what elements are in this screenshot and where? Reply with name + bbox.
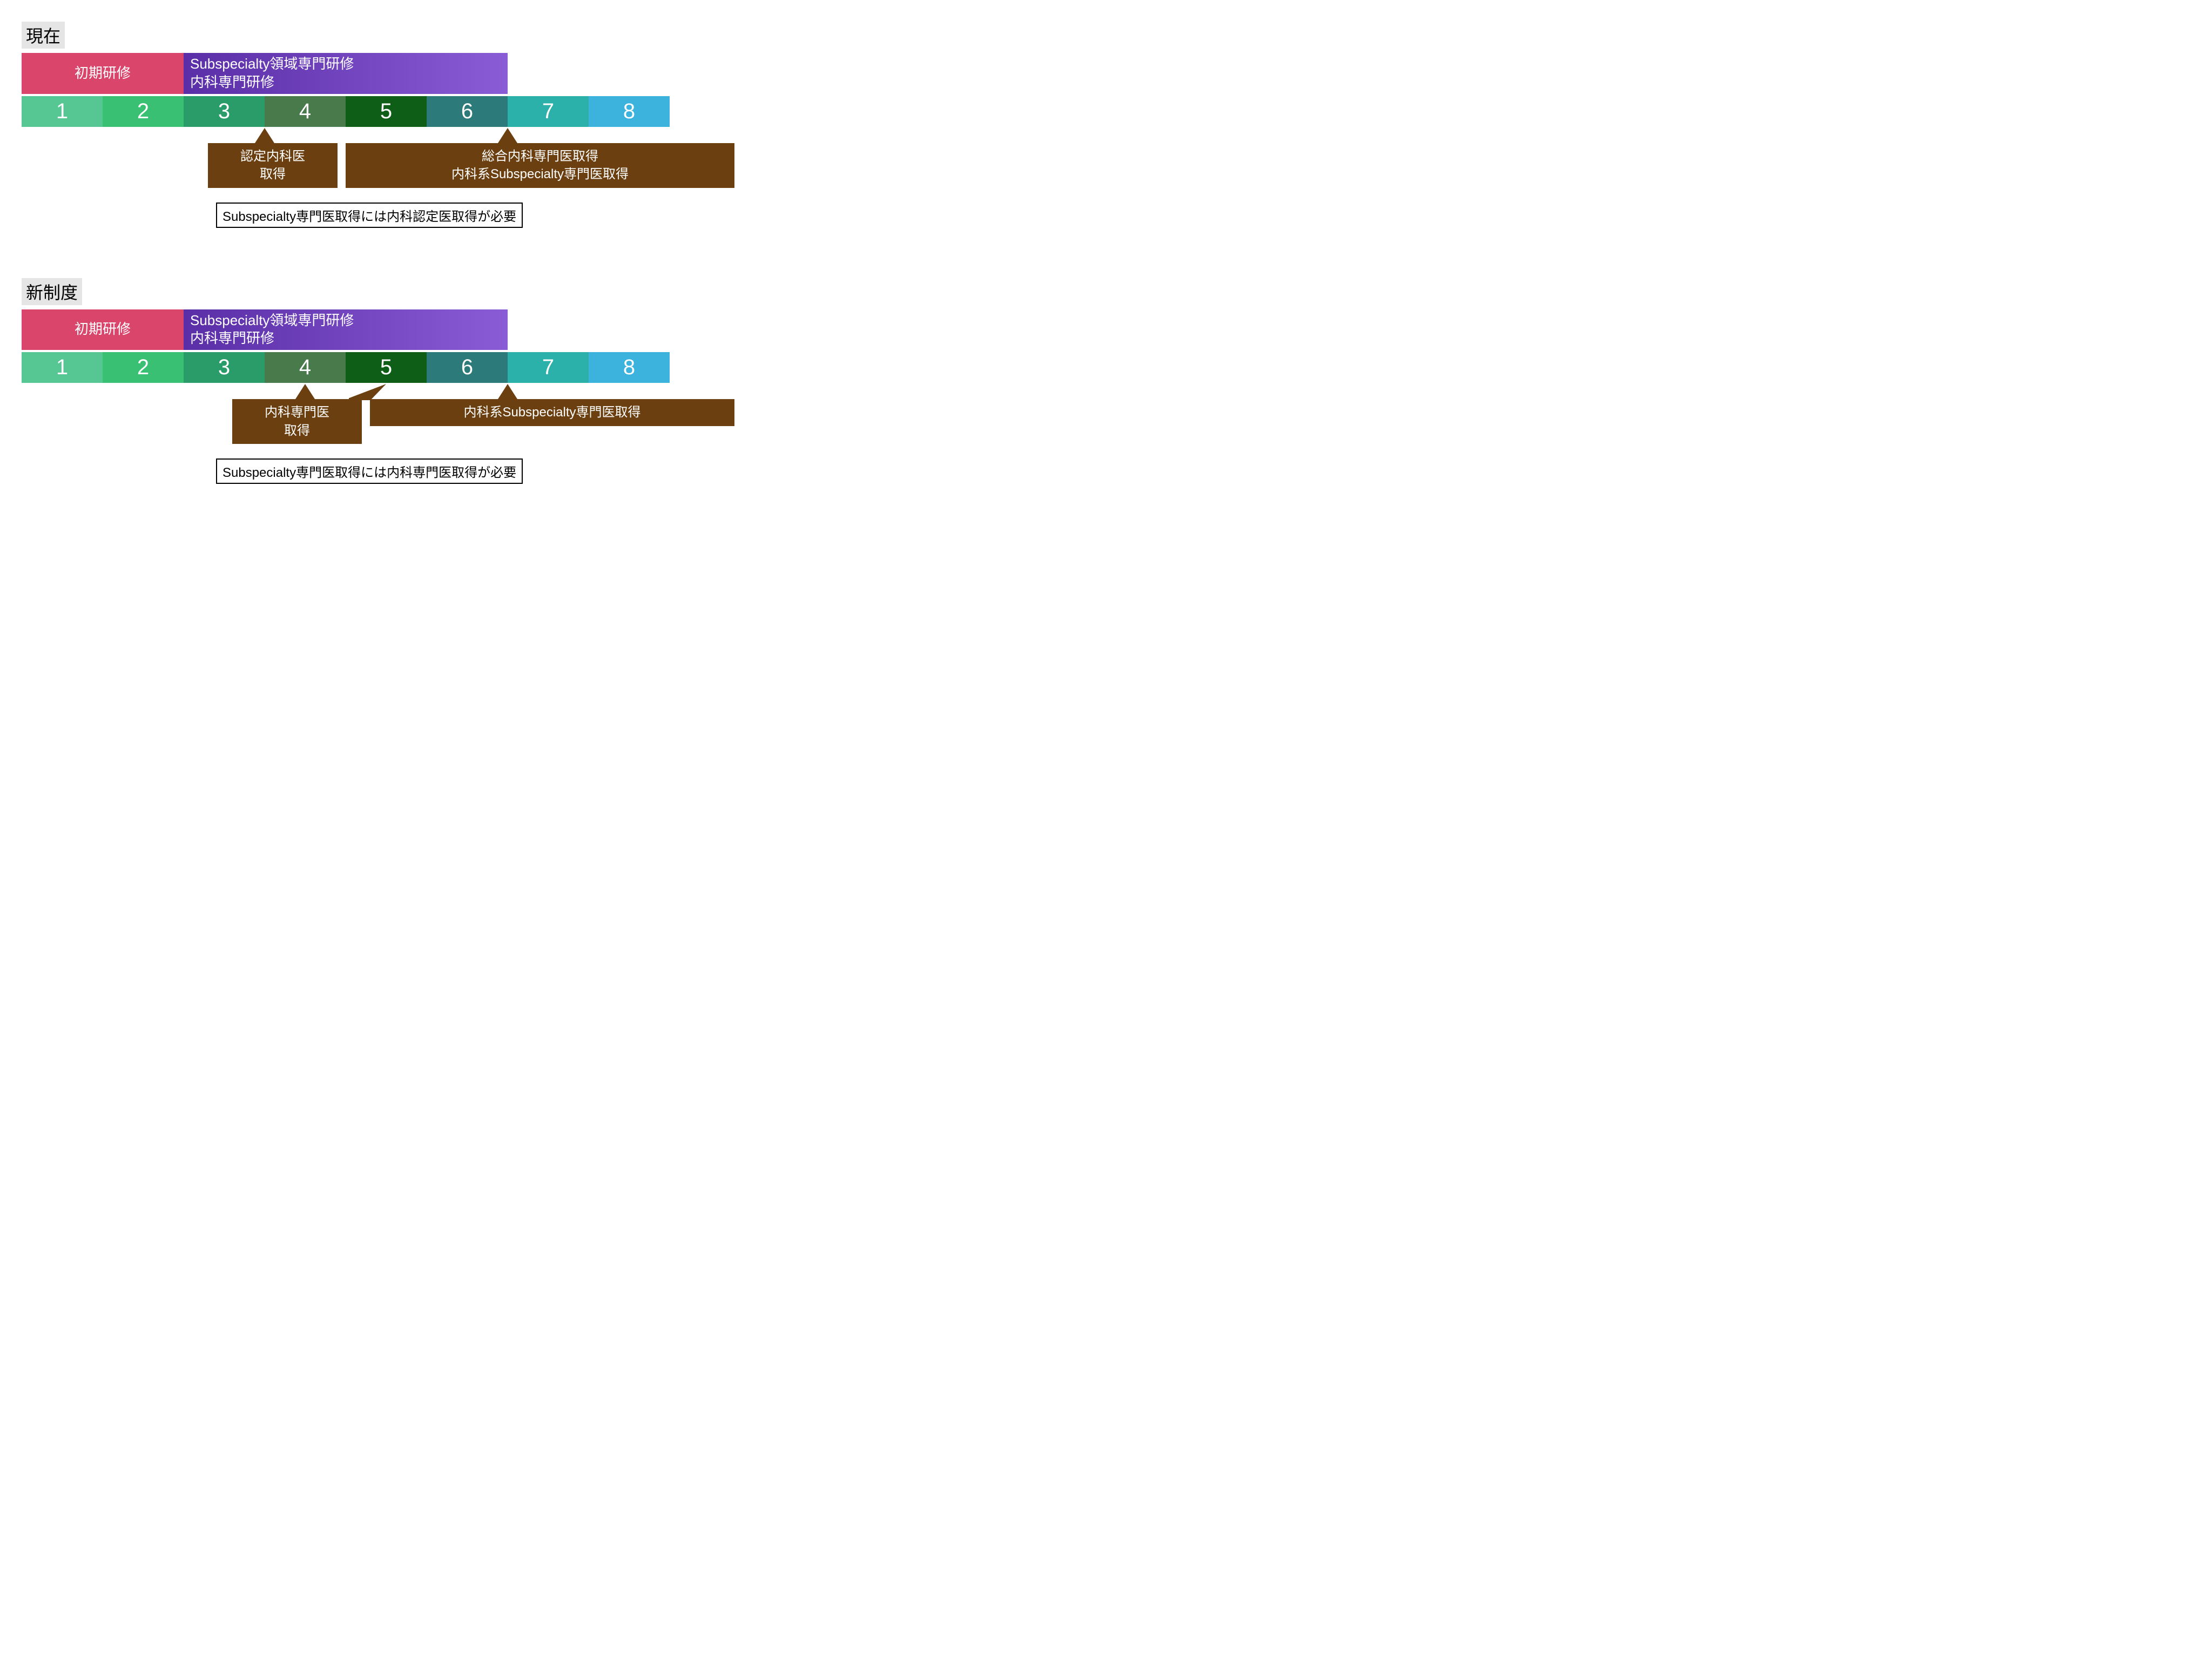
year-cell: 1 <box>22 352 103 383</box>
callout-box: 認定内科医取得 <box>208 143 338 188</box>
year-cell: 3 <box>184 96 265 127</box>
callouts-area: 内科専門医取得内科系Subspecialty専門医取得Subspecialty専… <box>22 383 670 502</box>
year-cell: 2 <box>103 96 184 127</box>
callout-line: 内科系Subspecialty専門医取得 <box>379 403 726 422</box>
callout-pointer <box>498 384 517 399</box>
callout-pointer <box>255 128 274 143</box>
callout-pointer <box>295 384 315 399</box>
section-title: 新制度 <box>22 278 82 305</box>
year-cell: 3 <box>184 352 265 383</box>
year-cell: 6 <box>427 352 508 383</box>
callout-box: 内科専門医取得 <box>232 399 362 444</box>
year-cell: 2 <box>103 352 184 383</box>
initial-training-block: 初期研修 <box>22 309 184 350</box>
callout-line: 取得 <box>217 165 329 184</box>
subspecialty-block: Subspecialty領域専門研修内科専門研修 <box>184 309 508 350</box>
section-current: 現在初期研修Subspecialty領域専門研修内科専門研修12345678認定… <box>22 22 670 246</box>
callouts-area: 認定内科医取得総合内科専門医取得内科系Subspecialty専門医取得Subs… <box>22 127 670 246</box>
track-row: 初期研修Subspecialty領域専門研修内科専門研修 <box>22 53 670 94</box>
year-cell: 8 <box>589 96 670 127</box>
year-row: 12345678 <box>22 352 670 383</box>
track-line: Subspecialty領域専門研修 <box>190 55 501 73</box>
track-line: Subspecialty領域専門研修 <box>190 312 501 330</box>
year-cell: 8 <box>589 352 670 383</box>
year-row: 12345678 <box>22 96 670 127</box>
callout-line: 総合内科専門医取得 <box>354 147 726 166</box>
year-cell: 5 <box>346 96 427 127</box>
year-cell: 4 <box>265 96 346 127</box>
track-row: 初期研修Subspecialty領域専門研修内科専門研修 <box>22 309 670 350</box>
callout-line: 内科専門医 <box>241 403 353 422</box>
track-line: 内科専門研修 <box>190 329 501 348</box>
callout-line: 取得 <box>241 422 353 440</box>
year-cell: 4 <box>265 352 346 383</box>
callout-line: 認定内科医 <box>217 147 329 166</box>
callout-pointer <box>498 128 517 143</box>
year-cell: 1 <box>22 96 103 127</box>
track-line: 内科専門研修 <box>190 73 501 92</box>
note-box: Subspecialty専門医取得には内科専門医取得が必要 <box>216 458 523 484</box>
section-new: 新制度初期研修Subspecialty領域専門研修内科専門研修12345678内… <box>22 278 670 502</box>
year-cell: 7 <box>508 352 589 383</box>
year-cell: 7 <box>508 96 589 127</box>
section-title: 現在 <box>22 22 65 49</box>
callout-box: 内科系Subspecialty専門医取得 <box>370 399 734 426</box>
note-box: Subspecialty専門医取得には内科認定医取得が必要 <box>216 203 523 228</box>
subspecialty-block: Subspecialty領域専門研修内科専門研修 <box>184 53 508 94</box>
initial-training-block: 初期研修 <box>22 53 184 94</box>
year-cell: 6 <box>427 96 508 127</box>
year-cell: 5 <box>346 352 427 383</box>
callout-line: 内科系Subspecialty専門医取得 <box>354 165 726 184</box>
callout-box: 総合内科専門医取得内科系Subspecialty専門医取得 <box>346 143 734 188</box>
